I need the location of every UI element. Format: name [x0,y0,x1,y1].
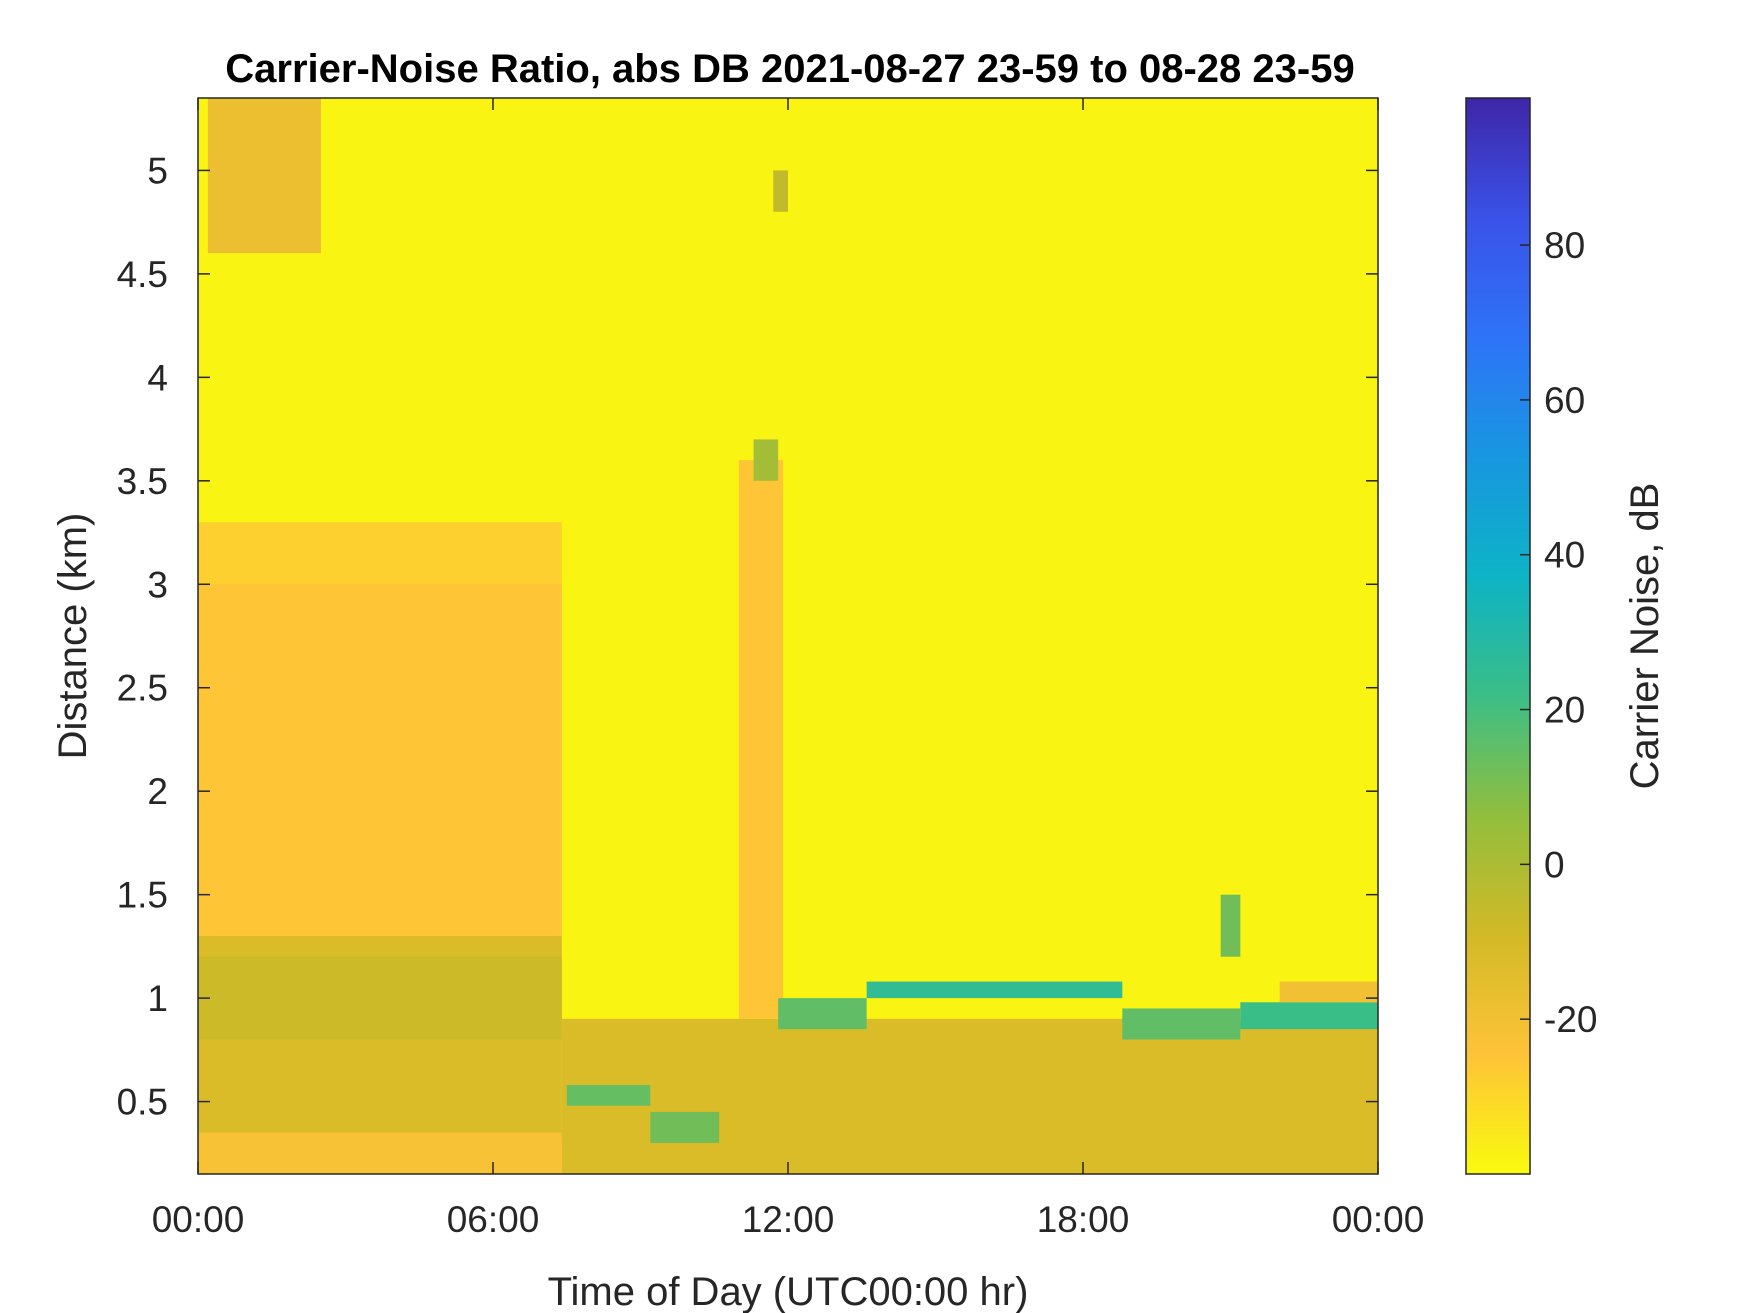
chart-title: Carrier-Noise Ratio, abs DB 2021-08-27 2… [225,47,1354,91]
colorbar-tick-label: -20 [1544,999,1597,1040]
heatmap-cell [753,439,779,481]
y-axis: 0.5 1 1.5 2 2.5 3 3.5 4 4.5 5 [117,150,1378,1123]
heatmap-cell [561,1018,1378,1174]
heatmap-cell [198,584,562,937]
y-tick-label: 5 [147,150,168,191]
heatmap-cell [198,1132,562,1174]
y-tick-label: 2 [147,771,168,812]
y-tick-label: 3.5 [117,461,168,502]
heatmap-cell [1279,981,1378,1003]
heatmap-cell [1122,1008,1241,1040]
heatmap-cell [566,1085,651,1106]
x-tick-label: 00:00 [152,1199,245,1240]
heatmap-cell [198,956,562,1040]
heatmap-cell [650,1111,720,1143]
heatmap-cell [207,98,321,254]
heatmap-cell [866,981,1123,999]
y-tick-label: 3 [147,564,168,605]
heatmap-cell [773,170,788,212]
x-tick-label: 12:00 [742,1199,835,1240]
y-tick-label: 4 [147,357,168,398]
x-tick-label: 00:00 [1332,1199,1425,1240]
heatmap-area [198,98,1378,1174]
colorbar-tick-label: 20 [1544,690,1585,731]
colorbar-tick-label: 80 [1544,225,1585,266]
y-tick-label: 4.5 [117,254,168,295]
x-axis: 00:00 06:00 12:00 18:00 00:00 [152,98,1425,1240]
y-tick-label: 0.5 [117,1082,168,1123]
colorbar-tick-label: 40 [1544,535,1585,576]
heatmap-cell [1240,1002,1378,1030]
colorbar-axis: -20 0 20 40 60 80 [1520,225,1597,1040]
colorbar [1465,97,1531,1175]
y-tick-label: 1 [147,978,168,1019]
x-axis-label: Time of Day (UTC00:00 hr) [548,1270,1029,1313]
x-tick-label: 18:00 [1037,1199,1130,1240]
x-tick-label: 06:00 [447,1199,540,1240]
colorbar-tick-label: 60 [1544,380,1585,421]
colorbar-tick-label: 0 [1544,844,1565,885]
y-tick-label: 1.5 [117,875,168,916]
colorbar-label: Carrier Noise, dB [1623,483,1667,790]
y-tick-label: 2.5 [117,668,168,709]
y-axis-label: Distance (km) [51,513,95,760]
heatmap-cell [1220,894,1241,957]
heatmap-cell [778,998,867,1030]
heatmap-cell [738,460,784,1019]
